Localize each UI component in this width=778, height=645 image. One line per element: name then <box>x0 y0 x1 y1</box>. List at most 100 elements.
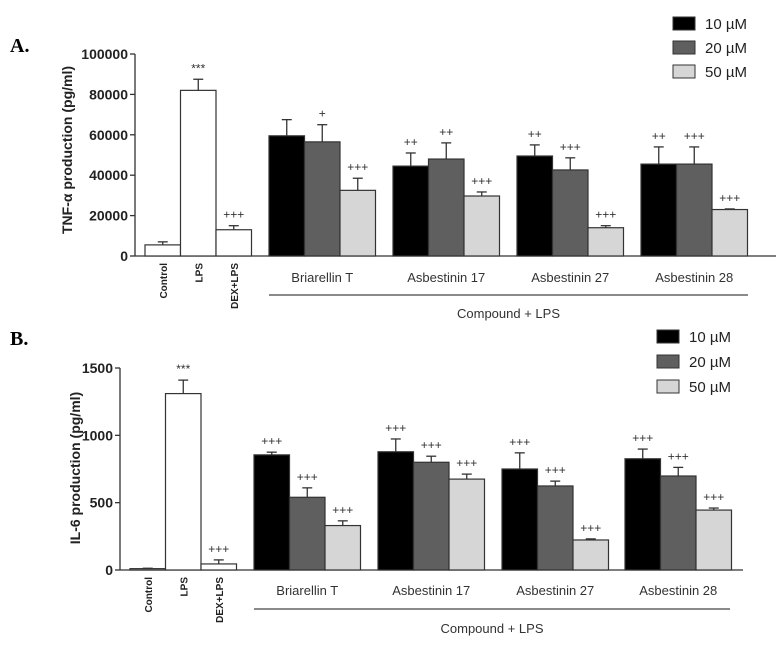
bar-briarellin-t-20 <box>303 141 341 257</box>
bar-asbestinin-27-20 <box>536 485 574 571</box>
legend: 10 µM 20 µM 50 µM <box>656 329 731 396</box>
y-tick-label: 0 <box>120 248 128 264</box>
significance-label: ++ <box>404 135 418 149</box>
bar-dex-lps <box>215 229 253 257</box>
category-label: LPS <box>179 577 190 597</box>
bar-asbestinin-27-10 <box>516 155 554 257</box>
significance-label: +++ <box>684 129 705 143</box>
panel-b: B. 0 500 1000 1500 IL-6 production (pg/ml) Con… <box>10 328 743 636</box>
significance-label: ++ <box>528 127 542 141</box>
significance-label: +++ <box>703 490 724 504</box>
y-tick-label: 0 <box>105 562 113 578</box>
bar-asbestinin-17-10 <box>392 165 430 257</box>
significance-label: +++ <box>509 435 530 449</box>
panel-label: A. <box>10 35 29 57</box>
y-tick-label: 1500 <box>82 360 113 376</box>
category-label: LPS <box>194 263 205 283</box>
bar-briarellin-t-10 <box>268 135 306 257</box>
significance-label: +++ <box>545 463 566 477</box>
bar-asbestinin-17-10 <box>377 451 415 571</box>
bar-lps <box>179 89 217 257</box>
bar-asbestinin-17-50 <box>448 478 486 571</box>
compound-axis-label: Compound + LPS <box>457 306 560 321</box>
bar-briarellin-t-50 <box>324 524 362 571</box>
significance-label: +++ <box>471 174 492 188</box>
significance-label: ++ <box>439 125 453 139</box>
y-tick-label: 20000 <box>89 208 128 224</box>
group-label: Briarellin T <box>276 583 338 598</box>
bar-asbestinin-28-20 <box>675 163 713 257</box>
significance-label: +++ <box>297 470 318 484</box>
significance-label: + <box>319 107 326 121</box>
significance-label: ++ <box>652 129 666 143</box>
bar-asbestinin-17-50 <box>463 195 501 257</box>
bar-asbestinin-28-10 <box>624 458 662 571</box>
significance-label: +++ <box>421 438 442 452</box>
group-label: Briarellin T <box>291 270 353 285</box>
bar-briarellin-t-10 <box>253 454 291 571</box>
bar-briarellin-t-50 <box>339 189 377 257</box>
legend-swatch <box>656 329 680 344</box>
group-label: Asbestinin 17 <box>407 270 485 285</box>
bar-asbestinin-28-20 <box>659 475 697 571</box>
y-tick-label: 60000 <box>89 127 128 143</box>
group-label: Asbestinin 28 <box>639 583 717 598</box>
significance-label: *** <box>176 362 190 376</box>
legend-swatch <box>672 64 696 79</box>
bar-asbestinin-28-50 <box>711 208 749 257</box>
legend: 10 µM 20 µM 50 µM <box>672 16 747 81</box>
category-label: DEX+LPS <box>215 577 226 623</box>
legend-swatch <box>656 379 680 394</box>
significance-label: *** <box>191 61 205 75</box>
bar-control <box>144 244 182 257</box>
significance-label: +++ <box>595 208 616 222</box>
group-label: Asbestinin 27 <box>531 270 609 285</box>
y-tick-label: 500 <box>90 495 114 511</box>
significance-label: +++ <box>261 434 282 448</box>
legend-label: 20 µM <box>705 40 747 57</box>
y-tick-label: 100000 <box>81 46 128 62</box>
significance-label: +++ <box>668 449 689 463</box>
legend-swatch <box>672 16 696 31</box>
bar-asbestinin-27-10 <box>501 468 539 571</box>
panel-label: B. <box>10 328 28 350</box>
bar-briarellin-t-20 <box>288 496 326 571</box>
significance-label: +++ <box>208 542 229 556</box>
bar-asbestinin-28-10 <box>640 163 678 257</box>
group-label: Asbestinin 28 <box>655 270 733 285</box>
legend-swatch <box>672 40 696 55</box>
category-label: Control <box>144 577 155 613</box>
significance-label: +++ <box>719 191 740 205</box>
bar-asbestinin-27-50 <box>572 539 610 571</box>
bar-control <box>129 568 167 571</box>
group-label: Asbestinin 27 <box>516 583 594 598</box>
group-label: Asbestinin 17 <box>392 583 470 598</box>
legend-swatch <box>656 354 680 369</box>
significance-label: +++ <box>223 208 244 222</box>
bar-asbestinin-17-20 <box>427 158 465 257</box>
category-label: DEX+LPS <box>230 263 241 309</box>
significance-label: +++ <box>456 456 477 470</box>
legend-label: 50 µM <box>689 379 731 396</box>
y-axis-title: IL-6 production (pg/ml) <box>67 392 83 544</box>
significance-label: +++ <box>332 503 353 517</box>
bar-dex-lps <box>200 563 238 571</box>
legend-label: 20 µM <box>689 354 731 371</box>
bar-asbestinin-27-20 <box>551 169 589 257</box>
compound-axis-label: Compound + LPS <box>441 621 544 636</box>
bar-asbestinin-28-50 <box>695 509 733 571</box>
y-tick-label: 1000 <box>82 427 113 443</box>
significance-label: +++ <box>580 521 601 535</box>
significance-label: +++ <box>385 421 406 435</box>
panel-a: A. 0 20000 40000 60000 80000 100000 TNF-α produ… <box>10 16 776 321</box>
significance-label: +++ <box>560 140 581 154</box>
bar-asbestinin-17-20 <box>412 461 450 571</box>
bar-asbestinin-27-50 <box>587 227 625 257</box>
bar-lps <box>164 392 202 571</box>
significance-label: +++ <box>632 431 653 445</box>
y-axis-title: TNF-α production (pg/ml) <box>59 66 75 234</box>
category-label: Control <box>159 263 170 299</box>
significance-label: +++ <box>347 160 368 174</box>
legend-label: 10 µM <box>689 329 731 346</box>
legend-label: 50 µM <box>705 64 747 81</box>
